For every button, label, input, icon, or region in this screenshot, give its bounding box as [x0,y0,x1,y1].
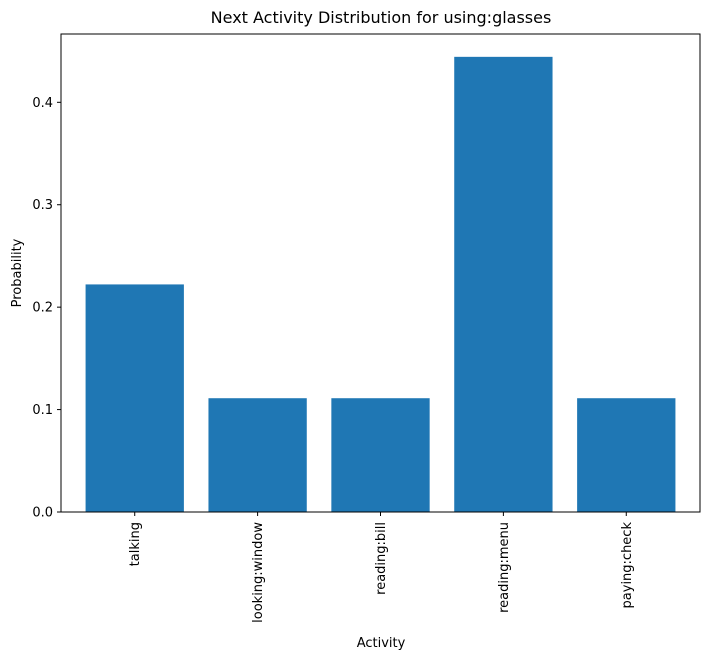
y-tick-label: 0.1 [32,403,53,418]
bar-reading-menu [454,56,553,513]
y-axis: 0.0 0.1 0.2 0.3 0.4 [32,96,61,521]
x-axis-label: Activity [357,636,406,651]
y-tick-label: 0.3 [32,198,53,213]
plot-area [85,56,676,513]
x-tick-label: looking:window [251,522,266,623]
y-tick-label: 0.0 [32,506,53,521]
bar-looking-window [208,398,307,512]
x-tick-label: paying:check [620,522,635,609]
x-axis: talking looking:window reading:bill reading… [128,512,635,623]
chart-title: Next Activity Distribution for using:gla… [211,8,552,27]
x-tick-label: talking [128,522,143,566]
x-tick-label: reading:menu [497,522,512,613]
y-tick-label: 0.2 [32,301,53,316]
x-tick-label: reading:bill [374,522,389,595]
bar-talking [85,284,184,512]
y-axis-label: Probability [10,238,25,307]
bar-paying-check [577,398,676,512]
bar-reading-bill [331,398,430,512]
y-tick-label: 0.4 [32,96,53,111]
